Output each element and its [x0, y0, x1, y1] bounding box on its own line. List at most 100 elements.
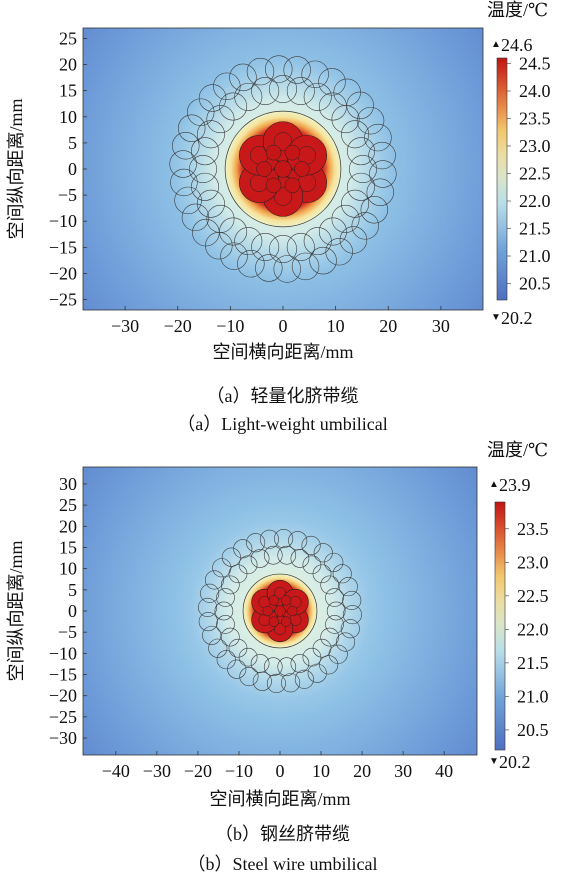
x-tick-label: 10: [312, 761, 330, 781]
center-element: [274, 160, 292, 178]
armor-wire: [366, 178, 394, 206]
power-core-conductor: [273, 132, 293, 151]
core-sheath-outline: [224, 110, 342, 228]
armor-wire: [263, 545, 283, 565]
armor-wire: [252, 671, 272, 691]
colorbar-tick-label: 20.5: [517, 720, 549, 740]
signal-tube: [262, 605, 273, 617]
x-tick-label: −30: [111, 316, 139, 336]
armor-wire: [320, 575, 340, 595]
armor-wire: [307, 663, 327, 683]
armor-wire: [286, 233, 315, 261]
armor-wire: [251, 77, 280, 105]
armor-wire: [342, 605, 362, 625]
x-axis-label: 空间横向距离/mm: [209, 789, 350, 809]
y-tick-label: 0: [68, 601, 77, 621]
x-tick-label: 0: [279, 316, 288, 336]
colorbar-max-label: 24.6: [501, 35, 533, 55]
armor-wire: [263, 657, 283, 677]
x-tick-label: 20: [379, 316, 397, 336]
armor-wire: [200, 583, 220, 603]
armor-wire: [338, 577, 358, 597]
x-tick-label: 20: [353, 761, 371, 781]
signal-tube: [287, 605, 298, 617]
armor-wire: [255, 254, 283, 282]
armor-wire: [364, 123, 392, 152]
x-tick-label: 10: [327, 316, 345, 336]
armor-wire: [237, 249, 265, 278]
armor-wire: [227, 659, 247, 679]
colorbar-tick-label: 24.0: [519, 81, 551, 101]
armor-wire: [291, 252, 320, 281]
y-tick-label: 5: [68, 580, 77, 600]
colorbar-title: 温度/℃: [487, 440, 548, 460]
caption-b-cn: （b）钢丝脐带缆: [215, 824, 350, 844]
armor-wire: [170, 168, 198, 197]
y-tick-label: −10: [49, 643, 77, 663]
signal-tube: [265, 144, 282, 161]
armor-wire: [281, 673, 301, 693]
colorbar-tick-label: 21.0: [519, 246, 551, 266]
armor-wire: [220, 627, 240, 647]
armor-wire: [269, 235, 297, 263]
x-tick-label: 30: [394, 761, 412, 781]
armor-wire: [342, 590, 362, 610]
colorbar-min-label: 20.2: [501, 308, 533, 328]
armor-wire: [191, 137, 219, 166]
signal-tube: [256, 161, 272, 177]
armor-wire: [191, 172, 219, 201]
armor-wire: [325, 237, 353, 266]
armor-wire: [325, 615, 344, 634]
armor-wire: [351, 212, 380, 240]
y-tick-label: −5: [58, 622, 77, 642]
y-tick-label: −30: [49, 728, 77, 748]
y-tick-label: −15: [49, 665, 77, 685]
armor-wire: [332, 564, 352, 584]
armor-wire: [349, 155, 377, 183]
y-tick-label: −25: [49, 290, 77, 310]
armor-wire: [301, 60, 329, 89]
armor-wire: [318, 68, 346, 96]
armor-wire: [239, 666, 259, 687]
armor-wire: [320, 627, 340, 647]
y-tick-label: −10: [49, 211, 77, 231]
y-axis-label: 空间纵向距离/mm: [6, 98, 26, 239]
armor-wire: [328, 644, 348, 664]
armor-wire: [221, 547, 241, 567]
y-axis-label: 空间纵向距离/mm: [6, 540, 26, 681]
armor-wire: [228, 638, 248, 658]
armor-wire: [301, 535, 321, 556]
y-tick-label: −15: [49, 237, 77, 257]
colorbar-tick-label: 21.0: [517, 686, 549, 706]
y-tick-label: −25: [49, 707, 77, 727]
armor-wire: [246, 57, 275, 86]
armor-wire: [283, 56, 311, 84]
signal-tube: [280, 616, 292, 627]
colorbar-min-arrow: ▼: [489, 756, 499, 767]
armor-wire: [335, 632, 356, 652]
armor-wire: [220, 575, 240, 595]
armor-wire: [169, 150, 197, 178]
armor-wire: [266, 673, 286, 693]
armor-wire: [196, 189, 225, 218]
colorbar-tick-label: 22.5: [517, 586, 549, 606]
armor-wire: [347, 172, 375, 201]
signal-tube: [284, 177, 301, 194]
armor-wire: [205, 231, 233, 260]
core-sheath-outline: [242, 573, 318, 649]
armor-wire: [326, 601, 346, 621]
y-tick-label: 20: [59, 55, 77, 75]
signal-tube: [280, 595, 292, 606]
armor-wire: [214, 601, 234, 621]
x-axis-label: 空间横向距离/mm: [212, 342, 353, 362]
armor-wire: [202, 625, 222, 645]
y-tick-label: −5: [58, 185, 77, 205]
x-tick-label: −30: [143, 761, 171, 781]
armor-wire: [356, 106, 385, 135]
armor-wire: [259, 529, 279, 549]
y-tick-label: 10: [59, 559, 77, 579]
colorbar-tick-label: 22.0: [517, 619, 549, 639]
colorbar-tick-label: 23.5: [517, 519, 549, 539]
colorbar-max-label: 23.9: [499, 475, 531, 495]
armor-wire: [360, 196, 389, 224]
